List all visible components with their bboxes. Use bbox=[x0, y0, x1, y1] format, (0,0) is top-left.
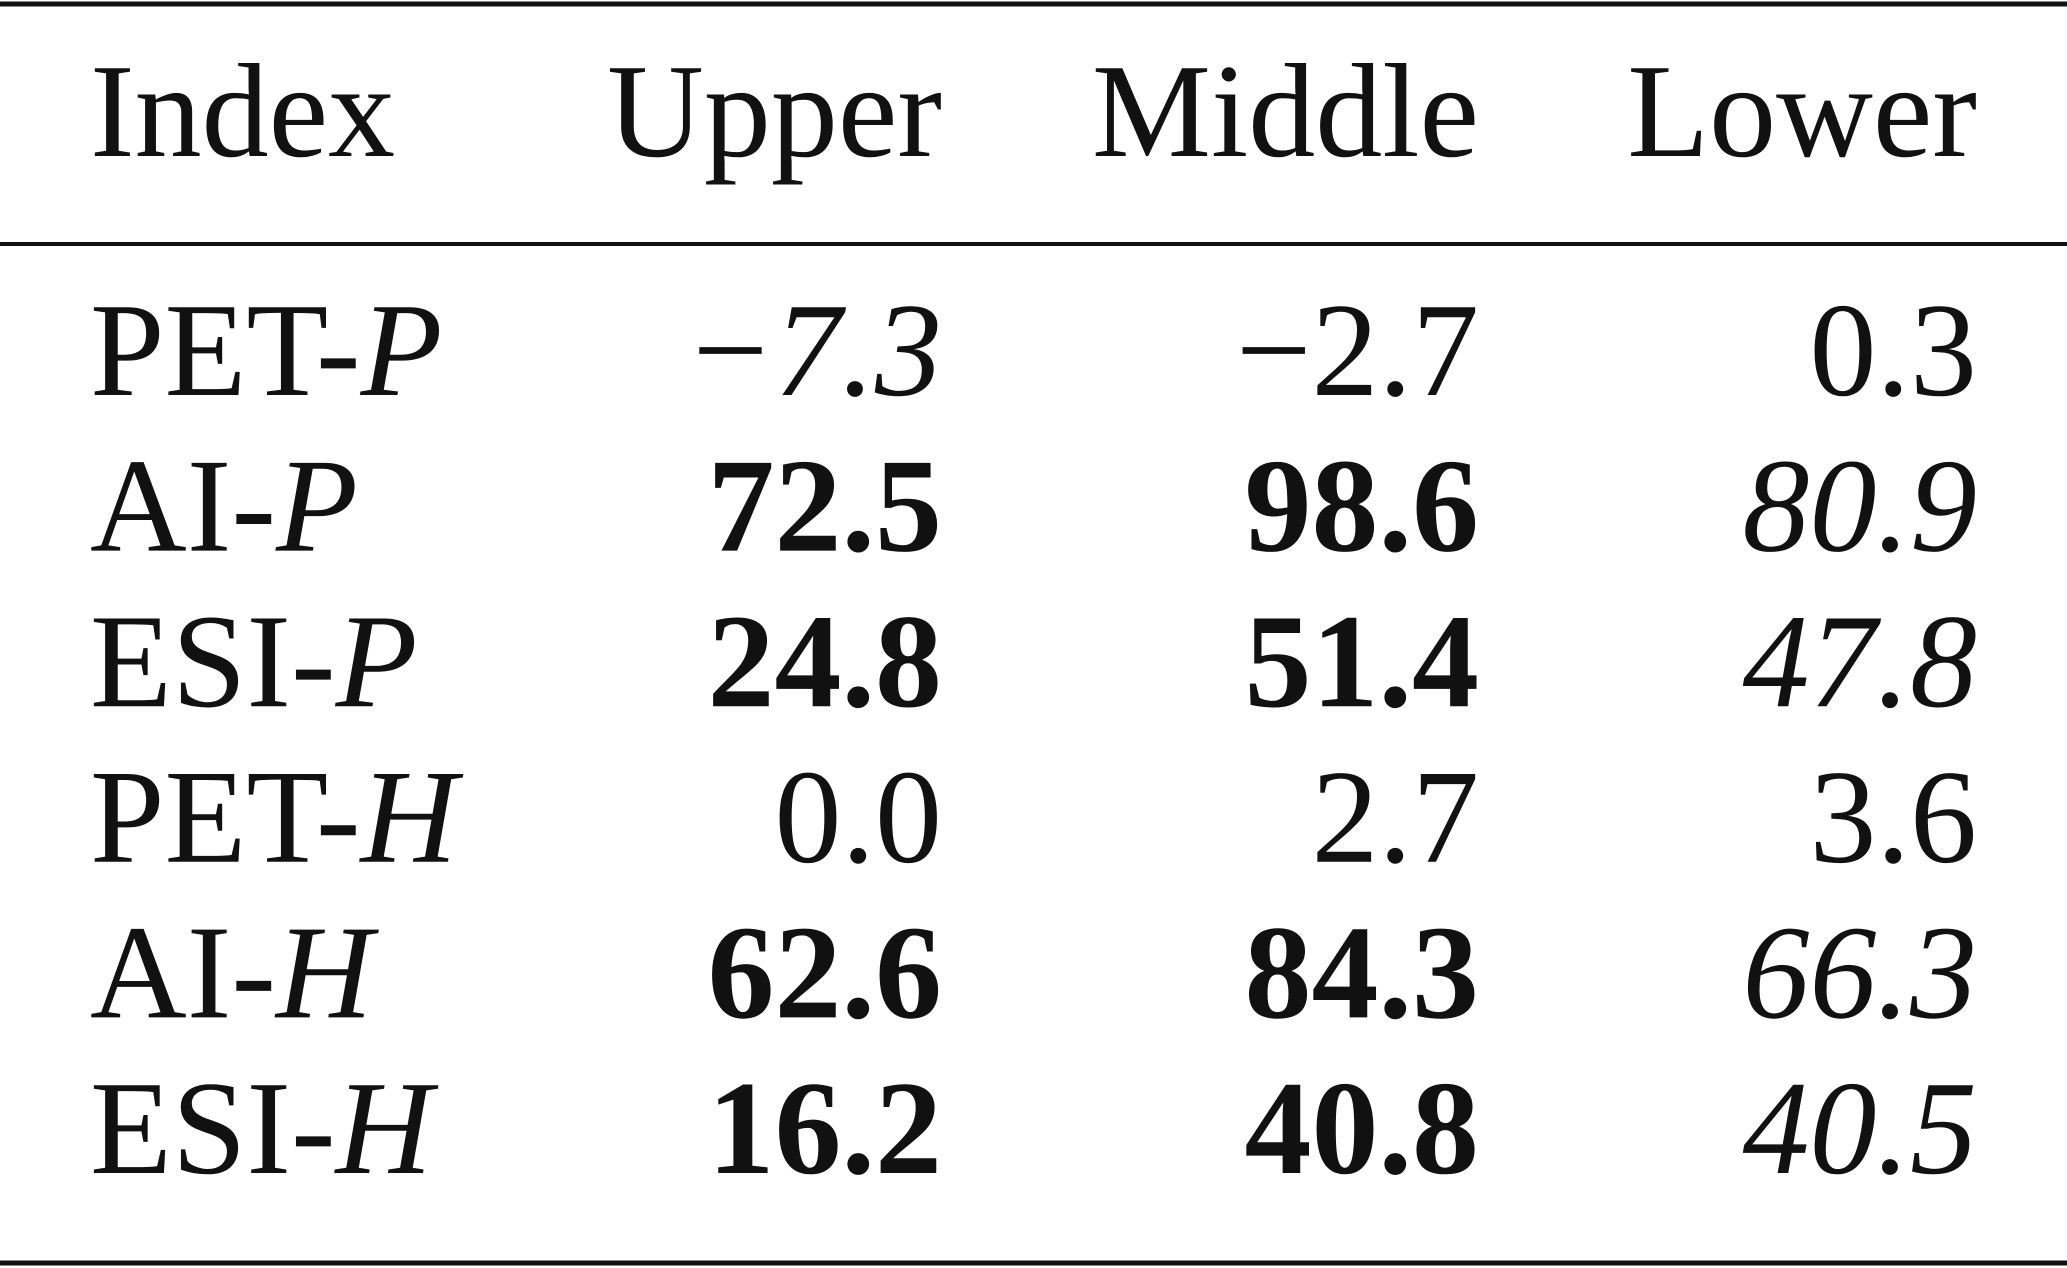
value-cell: 84.3 bbox=[1245, 898, 1480, 1046]
value-cell: 2.7 bbox=[1312, 743, 1480, 891]
value-cell: −2.7 bbox=[1236, 276, 1479, 424]
value-cell: 24.8 bbox=[708, 587, 943, 735]
label-symbol: H bbox=[274, 898, 379, 1046]
row-label: ESI-H bbox=[90, 1054, 439, 1202]
value-cell: 0.0 bbox=[775, 743, 943, 891]
label-symbol: H bbox=[359, 743, 464, 891]
label-symbol: H bbox=[334, 1054, 439, 1202]
header-cell: Index bbox=[90, 37, 395, 185]
value-cell: 62.6 bbox=[708, 898, 943, 1046]
label-symbol: P bbox=[360, 276, 443, 424]
value-cell: 47.8 bbox=[1743, 587, 1978, 735]
value-cell: 80.9 bbox=[1743, 432, 1978, 580]
value-cell: 40.8 bbox=[1245, 1054, 1480, 1202]
value-cell: 16.2 bbox=[708, 1054, 943, 1202]
label-prefix: PET- bbox=[90, 276, 361, 424]
label-symbol: P bbox=[275, 432, 358, 580]
header-cell: Upper bbox=[607, 37, 942, 185]
value-cell: 40.5 bbox=[1743, 1054, 1978, 1202]
label-prefix: ESI- bbox=[90, 1054, 336, 1202]
label-prefix: AI- bbox=[90, 432, 276, 580]
label-symbol: P bbox=[335, 587, 418, 735]
value-cell: 0.3 bbox=[1810, 276, 1978, 424]
row-label: PET-H bbox=[90, 743, 464, 891]
value-cell: 72.5 bbox=[708, 432, 943, 580]
label-prefix: ESI- bbox=[90, 587, 336, 735]
row-label: PET-P bbox=[90, 276, 442, 424]
header-cell: Middle bbox=[1092, 37, 1479, 185]
value-cell: 51.4 bbox=[1245, 587, 1480, 735]
label-prefix: AI- bbox=[90, 898, 276, 1046]
row-label: AI-P bbox=[90, 432, 358, 580]
header-cell: Lower bbox=[1627, 37, 1977, 185]
value-cell: 3.6 bbox=[1810, 743, 1978, 891]
row-label: ESI-P bbox=[90, 587, 417, 735]
label-prefix: PET- bbox=[90, 743, 361, 891]
row-label: AI-H bbox=[90, 898, 379, 1046]
value-cell: 98.6 bbox=[1245, 432, 1480, 580]
value-cell: 66.3 bbox=[1743, 898, 1978, 1046]
value-cell: −7.3 bbox=[684, 276, 942, 424]
